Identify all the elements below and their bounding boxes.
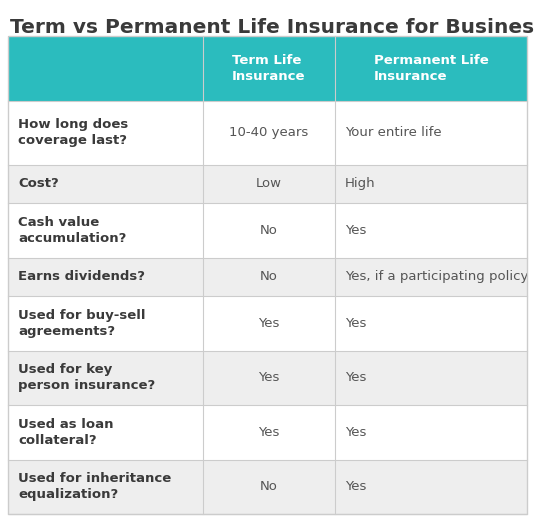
Text: Used for key
person insurance?: Used for key person insurance? — [18, 363, 155, 392]
Text: No: No — [260, 270, 278, 284]
FancyBboxPatch shape — [335, 351, 527, 405]
Text: Yes, if a participating policy: Yes, if a participating policy — [345, 270, 529, 284]
Text: Yes: Yes — [345, 317, 366, 330]
FancyBboxPatch shape — [203, 296, 335, 351]
FancyBboxPatch shape — [335, 296, 527, 351]
FancyBboxPatch shape — [335, 165, 527, 203]
Text: Term Life
Insurance: Term Life Insurance — [232, 54, 305, 84]
Text: Low: Low — [256, 177, 282, 190]
FancyBboxPatch shape — [335, 460, 527, 514]
FancyBboxPatch shape — [335, 101, 527, 165]
FancyBboxPatch shape — [203, 258, 335, 296]
FancyBboxPatch shape — [335, 258, 527, 296]
FancyBboxPatch shape — [8, 36, 203, 101]
FancyBboxPatch shape — [8, 203, 203, 258]
FancyBboxPatch shape — [335, 203, 527, 258]
FancyBboxPatch shape — [8, 405, 203, 460]
Text: Yes: Yes — [258, 426, 279, 439]
Text: Cash value
accumulation?: Cash value accumulation? — [18, 216, 126, 245]
FancyBboxPatch shape — [8, 165, 203, 203]
Text: Permanent Life
Insurance: Permanent Life Insurance — [373, 54, 488, 84]
FancyBboxPatch shape — [203, 101, 335, 165]
Text: Cost?: Cost? — [18, 177, 59, 190]
Text: Yes: Yes — [345, 224, 366, 237]
Text: No: No — [260, 480, 278, 493]
Text: Used for buy-sell
agreements?: Used for buy-sell agreements? — [18, 309, 146, 338]
FancyBboxPatch shape — [203, 165, 335, 203]
Text: High: High — [345, 177, 376, 190]
FancyBboxPatch shape — [203, 36, 335, 101]
FancyBboxPatch shape — [8, 258, 203, 296]
Text: Yes: Yes — [258, 371, 279, 385]
Text: No: No — [260, 224, 278, 237]
FancyBboxPatch shape — [8, 460, 203, 514]
Text: 10-40 years: 10-40 years — [229, 126, 308, 139]
Text: Yes: Yes — [258, 317, 279, 330]
FancyBboxPatch shape — [8, 296, 203, 351]
Text: Earns dividends?: Earns dividends? — [18, 270, 145, 284]
Text: Used as loan
collateral?: Used as loan collateral? — [18, 418, 113, 447]
FancyBboxPatch shape — [8, 351, 203, 405]
Text: Yes: Yes — [345, 480, 366, 493]
FancyBboxPatch shape — [203, 405, 335, 460]
Text: Your entire life: Your entire life — [345, 126, 441, 139]
FancyBboxPatch shape — [203, 460, 335, 514]
Text: Yes: Yes — [345, 426, 366, 439]
FancyBboxPatch shape — [203, 203, 335, 258]
Text: Term vs Permanent Life Insurance for Business: Term vs Permanent Life Insurance for Bus… — [10, 18, 535, 37]
FancyBboxPatch shape — [335, 36, 527, 101]
Text: How long does
coverage last?: How long does coverage last? — [18, 118, 128, 147]
Text: Used for inheritance
equalization?: Used for inheritance equalization? — [18, 472, 171, 501]
FancyBboxPatch shape — [335, 405, 527, 460]
FancyBboxPatch shape — [8, 101, 203, 165]
Text: Yes: Yes — [345, 371, 366, 385]
FancyBboxPatch shape — [203, 351, 335, 405]
